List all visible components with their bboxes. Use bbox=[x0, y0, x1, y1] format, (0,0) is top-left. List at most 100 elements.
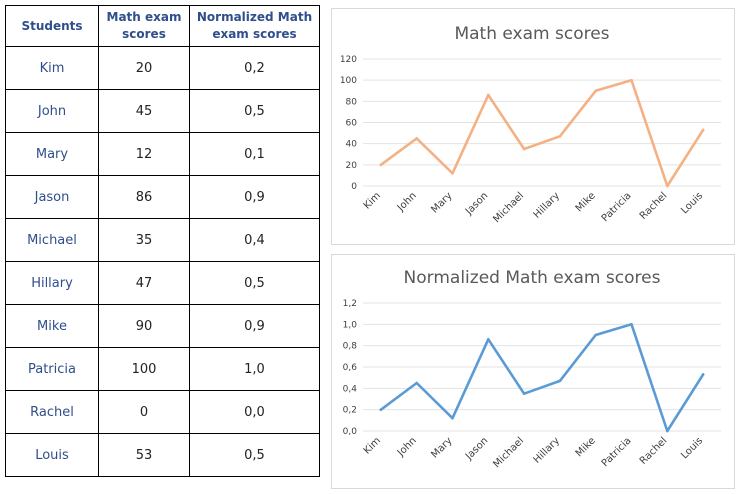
x-tick-label: John bbox=[395, 435, 419, 459]
data-point bbox=[701, 373, 705, 376]
table-row: Patricia 100 1,0 bbox=[5, 347, 320, 391]
x-tick-label: Mike bbox=[574, 435, 598, 459]
score-cell: 90 bbox=[98, 304, 190, 348]
x-tick-label: Louis bbox=[679, 190, 705, 216]
x-tick-label: Michael bbox=[491, 190, 526, 225]
x-tick-label: Kim bbox=[362, 190, 383, 211]
normalized-cell: 0,9 bbox=[189, 175, 320, 219]
y-tick-label: 60 bbox=[346, 119, 358, 129]
student-cell: Jason bbox=[5, 175, 99, 219]
y-tick-label: 20 bbox=[346, 161, 358, 171]
score-cell: 86 bbox=[98, 175, 190, 219]
normalized-cell: 1,0 bbox=[189, 347, 320, 391]
y-tick-label: 80 bbox=[346, 97, 358, 107]
x-tick-label: Hillary bbox=[532, 190, 562, 220]
y-tick-label: 0,4 bbox=[343, 384, 358, 394]
y-tick-label: 0,6 bbox=[343, 363, 358, 373]
table-row: John 45 0,5 bbox=[5, 89, 320, 133]
score-cell: 100 bbox=[98, 347, 190, 391]
normalized-cell: 0,4 bbox=[189, 218, 320, 262]
table-row: Mike 90 0,9 bbox=[5, 304, 320, 348]
normalized-cell: 0,5 bbox=[189, 89, 320, 133]
y-tick-label: 1,2 bbox=[343, 299, 357, 309]
score-cell: 12 bbox=[98, 132, 190, 176]
student-cell: John bbox=[5, 89, 99, 133]
y-tick-label: 100 bbox=[340, 76, 357, 86]
data-point bbox=[558, 134, 562, 138]
score-cell: 45 bbox=[98, 89, 190, 133]
student-cell: Hillary bbox=[5, 261, 99, 305]
student-cell: Mary bbox=[5, 132, 99, 176]
chart-title: Normalized Math exam scores bbox=[404, 268, 661, 288]
normalized-scores-chart: Normalized Math exam scores 0,0 0,2 0,4 0,6 0… bbox=[331, 254, 735, 489]
student-cell: Louis bbox=[5, 433, 99, 477]
header-math-scores: Math exam scores bbox=[98, 5, 190, 47]
normalized-cell: 0,9 bbox=[189, 304, 320, 348]
data-point bbox=[630, 323, 633, 326]
data-point bbox=[415, 137, 418, 140]
table-body: Kim 20 0,2 John 45 0,5 Mary 12 0,1 Jason 86 0,9 Mich… bbox=[5, 46, 320, 477]
student-cell: Kim bbox=[5, 46, 99, 90]
header-students: Students bbox=[5, 5, 99, 47]
y-tick-label: 1,0 bbox=[343, 320, 358, 330]
data-point bbox=[666, 184, 669, 188]
data-point bbox=[451, 172, 454, 175]
normalized-cell: 0,5 bbox=[189, 261, 320, 305]
y-tick-label: 0 bbox=[351, 182, 357, 192]
data-point bbox=[451, 416, 454, 420]
data-point bbox=[666, 429, 669, 433]
x-tick-label: Jason bbox=[463, 190, 490, 217]
student-cell: Patricia bbox=[5, 347, 99, 391]
chart-title: Math exam scores bbox=[454, 24, 609, 44]
x-tick-label: Kim bbox=[362, 435, 383, 456]
table-row: Rachel 0 0,0 bbox=[5, 390, 320, 434]
x-tick-label: Mary bbox=[429, 190, 454, 215]
table-row: Mary 12 0,1 bbox=[5, 132, 320, 176]
x-tick-label: Patricia bbox=[600, 435, 634, 469]
y-tick-label: 0,8 bbox=[343, 342, 358, 352]
scores-table: Students Math exam scores Normalized Mat… bbox=[5, 5, 320, 477]
data-point bbox=[487, 93, 490, 97]
math-scores-chart: Math exam scores 0 20 40 60 80 100 120 Kim John Ma… bbox=[331, 8, 735, 245]
normalized-cell: 0,2 bbox=[189, 46, 320, 90]
table-header-row: Students Math exam scores Normalized Mat… bbox=[5, 5, 320, 47]
table-row: Jason 86 0,9 bbox=[5, 175, 320, 219]
normalized-cell: 0,0 bbox=[189, 390, 320, 434]
table-row: Hillary 47 0,5 bbox=[5, 261, 320, 305]
data-point bbox=[415, 381, 418, 385]
header-normalized-scores: Normalized Math exam scores bbox=[189, 5, 320, 47]
data-point bbox=[594, 89, 597, 93]
data-point bbox=[522, 392, 526, 395]
score-cell: 0 bbox=[98, 390, 190, 434]
data-point bbox=[522, 147, 526, 151]
x-tick-label: Louis bbox=[679, 435, 705, 461]
score-cell: 20 bbox=[98, 46, 190, 90]
score-cell: 47 bbox=[98, 261, 190, 305]
x-tick-label: John bbox=[395, 190, 419, 214]
series-line bbox=[379, 323, 705, 433]
score-cell: 53 bbox=[98, 433, 190, 477]
table-row: Kim 20 0,2 bbox=[5, 46, 320, 90]
normalized-cell: 0,1 bbox=[189, 132, 320, 176]
student-cell: Rachel bbox=[5, 390, 99, 434]
y-tick-label: 0,2 bbox=[343, 406, 357, 416]
y-tick-label: 120 bbox=[340, 55, 357, 65]
student-cell: Michael bbox=[5, 218, 99, 262]
scores-table-container: Students Math exam scores Normalized Mat… bbox=[5, 5, 320, 487]
x-tick-label: Mary bbox=[429, 435, 454, 460]
data-point bbox=[558, 379, 562, 383]
x-tick-label: Patricia bbox=[600, 190, 634, 224]
score-cell: 35 bbox=[98, 218, 190, 262]
math-scores-chart-svg: Math exam scores 0 20 40 60 80 100 120 Kim John Ma… bbox=[340, 24, 721, 225]
table-row: Louis 53 0,5 bbox=[5, 433, 320, 477]
x-tick-label: Rachel bbox=[638, 190, 670, 222]
student-cell: Mike bbox=[5, 304, 99, 348]
data-point bbox=[487, 337, 490, 341]
data-point bbox=[630, 78, 633, 82]
data-point bbox=[594, 333, 597, 337]
y-tick-label: 40 bbox=[346, 140, 358, 150]
x-tick-label: Hillary bbox=[532, 435, 562, 465]
data-point bbox=[379, 163, 383, 167]
x-tick-label: Jason bbox=[463, 435, 490, 462]
normalized-scores-chart-svg: Normalized Math exam scores 0,0 0,2 0,4 0,6 0… bbox=[343, 268, 721, 470]
